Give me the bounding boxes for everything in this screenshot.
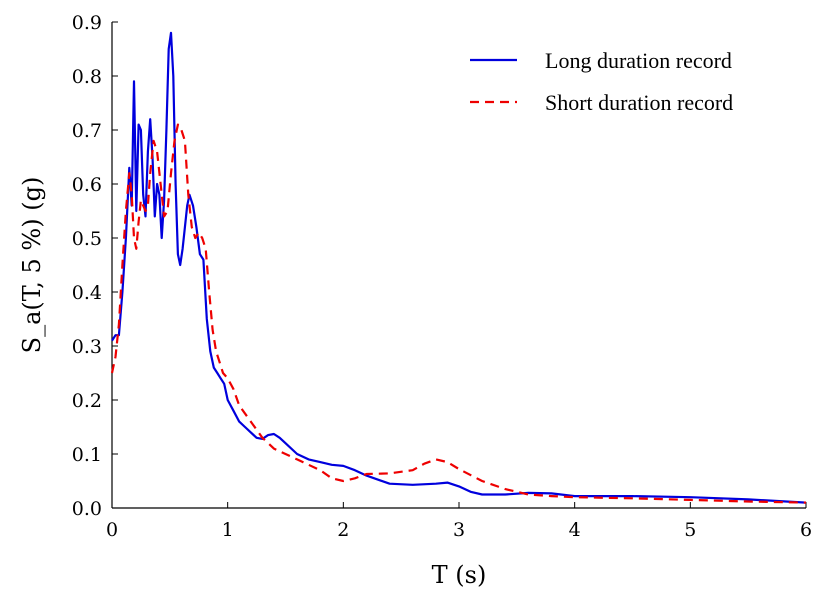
- y-tick-label: 0.1: [72, 444, 102, 466]
- tick-marks: 0 1 2 3 4 5 6 0.0 0.1 0.2 0.3 0.4 0.5 0.6 0.7 0.8 0.9: [72, 12, 812, 541]
- x-tick-label: 3: [453, 519, 465, 541]
- y-tick-label: 0.6: [72, 174, 102, 196]
- legend-label-short-duration: Short duration record: [545, 90, 733, 115]
- y-tick-label: 0.4: [72, 282, 102, 304]
- series-line-long-duration: [111, 31, 807, 504]
- y-axis-label: S_a(T, 5 %) (g): [18, 177, 46, 354]
- series-lines: [110, 31, 807, 504]
- x-axis-label: T (s): [432, 561, 487, 589]
- y-tick-label: 0.0: [72, 498, 102, 520]
- x-tick-label: 5: [684, 519, 696, 541]
- x-tick-label: 1: [222, 519, 234, 541]
- y-tick-label: 0.8: [72, 66, 102, 88]
- y-tick-label: 0.5: [72, 228, 102, 250]
- x-tick-label: 4: [569, 519, 581, 541]
- series-line-short-duration: [110, 123, 807, 504]
- legend-label-long-duration: Long duration record: [545, 48, 732, 73]
- legend: Long duration record Short duration reco…: [470, 48, 733, 115]
- y-tick-label: 0.3: [72, 336, 102, 358]
- x-tick-label: 6: [800, 519, 812, 541]
- x-tick-label: 0: [106, 519, 118, 541]
- x-tick-label: 2: [337, 519, 349, 541]
- y-tick-label: 0.2: [72, 390, 102, 412]
- y-tick-label: 0.9: [72, 12, 102, 34]
- y-tick-label: 0.7: [72, 120, 102, 142]
